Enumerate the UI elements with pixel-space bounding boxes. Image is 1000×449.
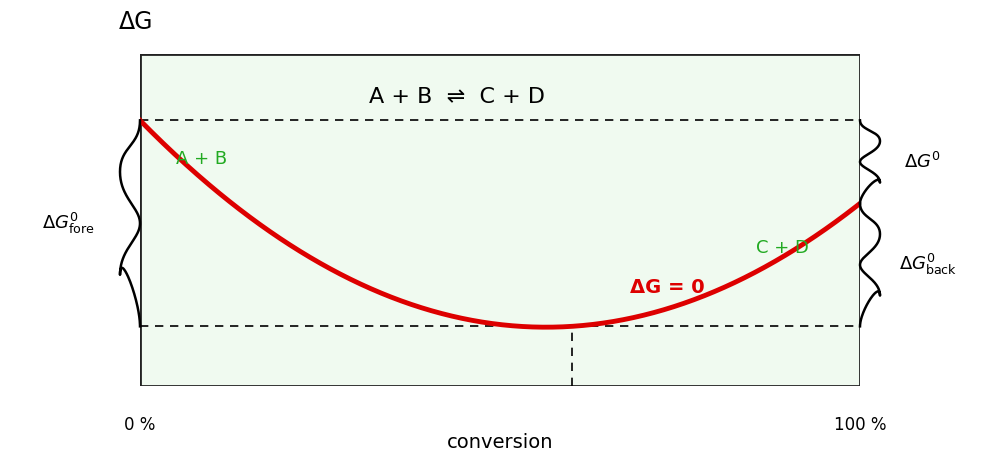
Text: $\Delta G^0$: $\Delta G^0$ [904, 152, 940, 172]
Text: $\Delta G^0_{\mathrm{back}}$: $\Delta G^0_{\mathrm{back}}$ [899, 252, 957, 277]
Text: A + B  ⇌  C + D: A + B ⇌ C + D [369, 87, 545, 107]
Text: 0 %: 0 % [124, 416, 156, 434]
Text: ΔG = 0: ΔG = 0 [630, 278, 704, 297]
Text: conversion: conversion [447, 433, 553, 449]
Text: A + B: A + B [176, 150, 227, 167]
Text: 100 %: 100 % [834, 416, 886, 434]
Text: C + D: C + D [756, 239, 808, 257]
Text: ΔG: ΔG [119, 10, 154, 34]
Text: $\Delta G^0_{\mathrm{fore}}$: $\Delta G^0_{\mathrm{fore}}$ [42, 211, 94, 236]
FancyBboxPatch shape [140, 54, 860, 386]
